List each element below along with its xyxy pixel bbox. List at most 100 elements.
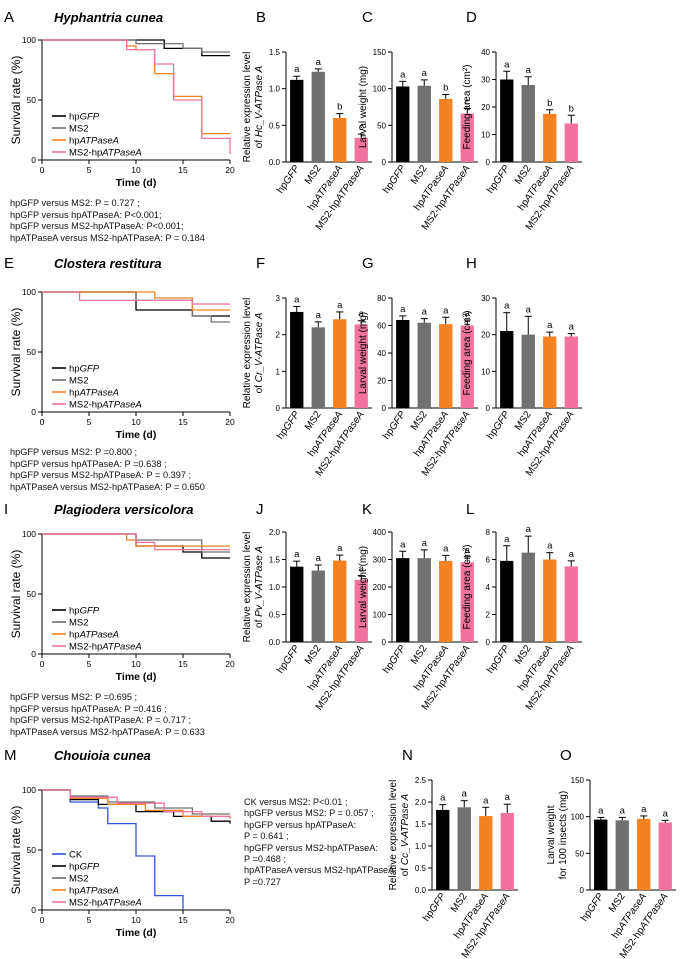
- bar-MS2-hpATPaseA: [460, 113, 474, 162]
- bar-y-tick-label: 2.0: [269, 528, 281, 537]
- bar-hpATPaseA: [439, 324, 453, 408]
- species-title: Clostera restitura: [54, 256, 162, 271]
- bar-hpATPaseA: [637, 818, 651, 890]
- bar-MS2: [521, 552, 535, 642]
- legend-label-hpATPaseA-prefix: hp: [69, 630, 80, 641]
- sig-letter: a: [663, 808, 669, 819]
- panel-letter-G: G: [362, 255, 374, 272]
- category-label-MS2: MS2: [409, 163, 430, 187]
- x-tick-label: 0: [40, 165, 45, 175]
- stat-line: hpGFP versus MS2-hpATPaseA: P<0.001;: [10, 221, 184, 232]
- category-label-hpGFP: hpGFP: [275, 643, 302, 676]
- category-label-MS2: MS2: [513, 409, 534, 433]
- sig-letter: c: [465, 96, 470, 107]
- category-label-gene: GFP: [491, 163, 512, 186]
- sig-letter: a: [465, 308, 471, 319]
- category-label-hpGFP: hpGFP: [381, 643, 408, 676]
- category-label-hpGFP: hpGFP: [275, 409, 302, 442]
- bar-y-tick-label: 0.5: [269, 611, 281, 620]
- bar-y-axis-title: Relative expression level: [242, 52, 253, 163]
- legend-label-MS2-hpATPaseA-prefix: MS2-hp: [69, 898, 102, 909]
- y-tick-label: 0: [31, 649, 36, 659]
- survival-line-hpATPaseA: [42, 291, 230, 311]
- species-title: Chouioia cunea: [54, 748, 151, 763]
- panel-letter-D: D: [466, 9, 477, 26]
- category-label-gene: GFP: [491, 643, 512, 666]
- bar-y-axis-title-gene: Cr_V-ATPase A: [254, 312, 265, 382]
- x-axis-title: Time (d): [116, 927, 157, 939]
- legend-label-hpATPaseA-gene: ATPaseA: [79, 388, 119, 399]
- category-label-gene: GFP: [387, 643, 408, 666]
- sig-letter: a: [465, 545, 471, 556]
- bar-y-axis-title: Feeding area (cm²): [462, 310, 473, 395]
- y-tick-label: 50: [27, 589, 37, 599]
- bar-y-axis-title: Larval weight (mg): [358, 66, 369, 148]
- bar-MS2-hpATPaseA: [354, 137, 368, 162]
- bar-hpGFP: [290, 311, 304, 408]
- sig-letter: a: [422, 538, 428, 549]
- bar-MS2-hpATPaseA: [460, 562, 474, 642]
- sig-letter: a: [316, 310, 322, 321]
- bar-y-tick-label: 200: [373, 583, 387, 592]
- bar-y-tick-label: 40: [377, 349, 386, 358]
- sig-letter: a: [526, 65, 532, 76]
- legend-label-MS2-hpATPaseA: MS2-hpATPaseA: [69, 148, 142, 159]
- x-tick-label: 5: [87, 659, 92, 669]
- bar-hpGFP: [436, 809, 450, 890]
- sig-letter: a: [422, 68, 428, 79]
- bar-MS2: [417, 322, 431, 408]
- category-label-MS2: MS2: [303, 409, 324, 433]
- bar-y-tick-label: 0: [382, 158, 387, 167]
- stat-line: hpGFP versus hpATPaseA: P =0.638 ;: [10, 458, 167, 469]
- bar-y-tick-label: 2: [486, 611, 491, 620]
- bar-y-axis-title: Larval weight (mg): [358, 546, 369, 628]
- legend-label-hpGFP-prefix: hp: [69, 364, 80, 375]
- x-tick-label: 0: [40, 915, 45, 925]
- panel-letter-E: E: [4, 255, 14, 272]
- bar-y-tick-label: 0: [580, 886, 585, 895]
- y-tick-label: 50: [27, 845, 37, 855]
- category-label-hpGFP: hpGFP: [421, 891, 448, 924]
- bar-y-tick-label: 60: [377, 322, 386, 331]
- bar-MS2-hpATPaseA: [564, 336, 578, 408]
- bar-y-tick-label: 10: [481, 367, 490, 376]
- sig-letter: a: [294, 549, 300, 560]
- bar-y-tick-label: 0: [382, 638, 387, 647]
- legend-label-MS2-hpATPaseA: MS2-hpATPaseA: [69, 898, 142, 909]
- legend-label-MS2-hpATPaseA-prefix: MS2-hp: [69, 400, 102, 411]
- bar-y-tick-label: 40: [481, 48, 490, 57]
- legend-label-hpGFP-prefix: hp: [69, 606, 80, 617]
- bar-MS2: [311, 71, 325, 162]
- category-label-gene: GFP: [281, 409, 302, 432]
- bar-hpGFP: [396, 558, 410, 642]
- bar-hpATPaseA: [543, 113, 557, 162]
- stat-line: hpGFP versus MS2-hpATPaseA: P = 0.717 ;: [10, 715, 192, 726]
- bar-y-axis-title: Larval weight: [546, 805, 557, 864]
- bar-MS2: [311, 570, 325, 642]
- sig-letter: a: [440, 793, 446, 804]
- legend-label-hpGFP-prefix: hp: [69, 862, 80, 873]
- bar-hpGFP: [500, 79, 514, 162]
- bar-y-tick-label: 30: [481, 76, 490, 85]
- sig-letter: a: [422, 307, 428, 318]
- legend-label-hpGFP: hpGFP: [69, 112, 100, 123]
- stat-line: hpATPaseA versus MS2-hpATPaseA: P = 0.63…: [10, 726, 205, 737]
- legend-label-hpGFP-gene: GFP: [80, 364, 100, 375]
- bar-y-tick-label: 0: [486, 404, 491, 413]
- legend-label-MS2: MS2: [69, 376, 89, 387]
- x-tick-label: 0: [40, 417, 45, 427]
- bar-hpATPaseA: [439, 98, 453, 162]
- x-tick-label: 10: [131, 417, 141, 427]
- legend-label-hpATPaseA: hpATPaseA: [69, 630, 119, 641]
- bar-y-tick-label: 1.5: [415, 820, 427, 829]
- bar-MS2: [615, 820, 629, 890]
- category-label-gene: GFP: [281, 163, 302, 186]
- bar-y-tick-label: 0: [486, 158, 491, 167]
- survival-line-MS2-hpATPaseA: [42, 533, 230, 551]
- bar-hpGFP: [290, 79, 304, 162]
- stat-line: hpGFP versus hpATPaseA: P =0.416 ;: [10, 703, 167, 714]
- stat-line: hpATPaseA versus MS2-hpATPaseA: P = 0.65…: [10, 481, 205, 492]
- y-tick-label: 50: [27, 95, 37, 105]
- panel-letter-F: F: [256, 255, 265, 272]
- legend-label-hpATPaseA-gene: ATPaseA: [79, 886, 119, 897]
